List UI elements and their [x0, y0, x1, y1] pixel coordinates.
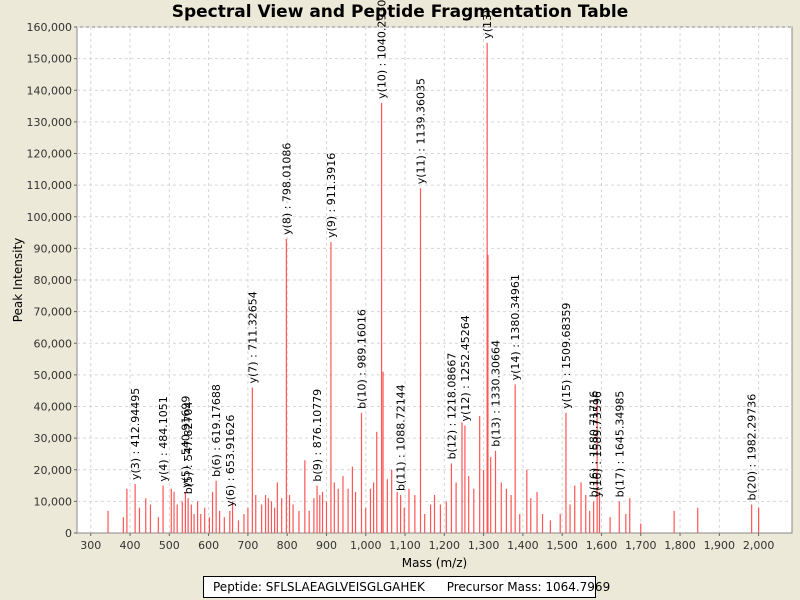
x-tick-label: 600 [198, 539, 219, 552]
x-tick-label: 1,500 [546, 539, 578, 552]
y-tick-label: 50,000 [34, 369, 73, 382]
y-tick-label: 10,000 [34, 495, 73, 508]
x-tick-label: 1,100 [389, 539, 421, 552]
peak-annotation: y(11) : 1139.36035 [414, 78, 427, 184]
x-tick-label: 1,400 [507, 539, 539, 552]
peak-annotation: y(15) : 1509.68359 [560, 303, 573, 409]
y-axis-title: Peak Intensity [11, 238, 25, 323]
peak-annotation: b(9) : 876.10779 [311, 389, 324, 482]
y-tick-label: 0 [65, 527, 72, 540]
peak-annotation: b(13) : 1330.30664 [490, 340, 503, 447]
chart-title: Spectral View and Peptide Fragmentation … [171, 2, 629, 22]
y-tick-label: 30,000 [34, 432, 73, 445]
peptide-info-box: Peptide: SFLSLAEAGLVEISGLGAHEK Precursor… [203, 576, 610, 598]
y-tick-label: 100,000 [27, 211, 73, 224]
peak-annotation: y(14) : 1380.34961 [509, 274, 522, 380]
peak-annotation: y(16) : 1589.73596 [591, 391, 604, 497]
peak-annotation: y(3) : 412.94495 [129, 388, 142, 480]
x-tick-label: 300 [80, 539, 101, 552]
peak-annotation: b(11) : 1088.72144 [395, 384, 408, 491]
peak-annotation: y(9) : 911.3916 [325, 153, 338, 238]
x-tick-label: 900 [316, 539, 337, 552]
x-tick-label: 1,900 [704, 539, 736, 552]
y-tick-label: 60,000 [34, 337, 73, 350]
y-tick-label: 70,000 [34, 306, 73, 319]
y-tick-label: 130,000 [27, 116, 73, 129]
peak-annotation: b(20) : 1982.29736 [746, 394, 759, 501]
peptide-label: Peptide: SFLSLAEAGLVEISGLGAHEK [213, 580, 425, 594]
y-tick-label: 110,000 [27, 179, 73, 192]
peak-annotation: y(4) : 484.1051 [157, 396, 170, 481]
y-tick-label: 150,000 [27, 53, 73, 66]
gridlines [77, 26, 792, 533]
x-tick-label: 700 [237, 539, 258, 552]
peak-bars [107, 42, 760, 533]
x-tick-label: 800 [277, 539, 298, 552]
x-axis-title: Mass (m/z) [402, 556, 467, 570]
peak-annotation: b(6) : 619.17688 [210, 384, 223, 477]
peak-annotation: y(13) [481, 10, 494, 39]
x-tick-label: 2,000 [743, 539, 775, 552]
x-tick-label: 1,300 [468, 539, 500, 552]
peak-annotation: y(12) : 1252.45264 [459, 315, 472, 421]
y-tick-label: 120,000 [27, 148, 73, 161]
x-tick-label: 1,600 [586, 539, 618, 552]
x-tick-label: 1,700 [625, 539, 657, 552]
y-tick-label: 160,000 [27, 21, 73, 34]
y-tick-label: 140,000 [27, 84, 73, 97]
x-tick-label: 400 [120, 539, 141, 552]
axes: 0 10,000 20,000 30,000 40,000 50,000 60,000 70,… [27, 21, 775, 552]
x-tick-label: 1,200 [429, 539, 461, 552]
peak-annotation: y(7) : 711.32654 [246, 291, 259, 383]
y-tick-label: 40,000 [34, 401, 73, 414]
peak-annotation: b(12) : 1218.08667 [445, 353, 458, 460]
peak-annotation: y(5) : 540.91699 [179, 396, 192, 488]
peak-annotation: b(17) : 1645.34985 [613, 391, 626, 498]
peak-labels: y(3) : 412.94495 y(4) : 484.1051 y(5) : 54… [129, 0, 759, 507]
precursor-mass-label: Precursor Mass: 1064.7969 [446, 580, 611, 594]
peak-annotation: b(5) : 547.82704 [182, 401, 195, 494]
peak-annotation: y(8) : 798.01086 [280, 143, 293, 235]
peak-annotation: y(10) : 1040.29303 [376, 0, 389, 99]
x-tick-label: 500 [159, 539, 180, 552]
x-tick-label: 1,000 [350, 539, 382, 552]
x-tick-label: 1,800 [664, 539, 696, 552]
y-tick-label: 90,000 [34, 242, 73, 255]
peak-annotation: y(6) : 653.91626 [224, 415, 237, 507]
y-tick-label: 20,000 [34, 464, 73, 477]
y-tick-label: 80,000 [34, 274, 73, 287]
peak-annotation: b(16) : 1580.71716 [588, 391, 601, 498]
peak-annotation: b(10) : 989.16016 [355, 309, 368, 409]
